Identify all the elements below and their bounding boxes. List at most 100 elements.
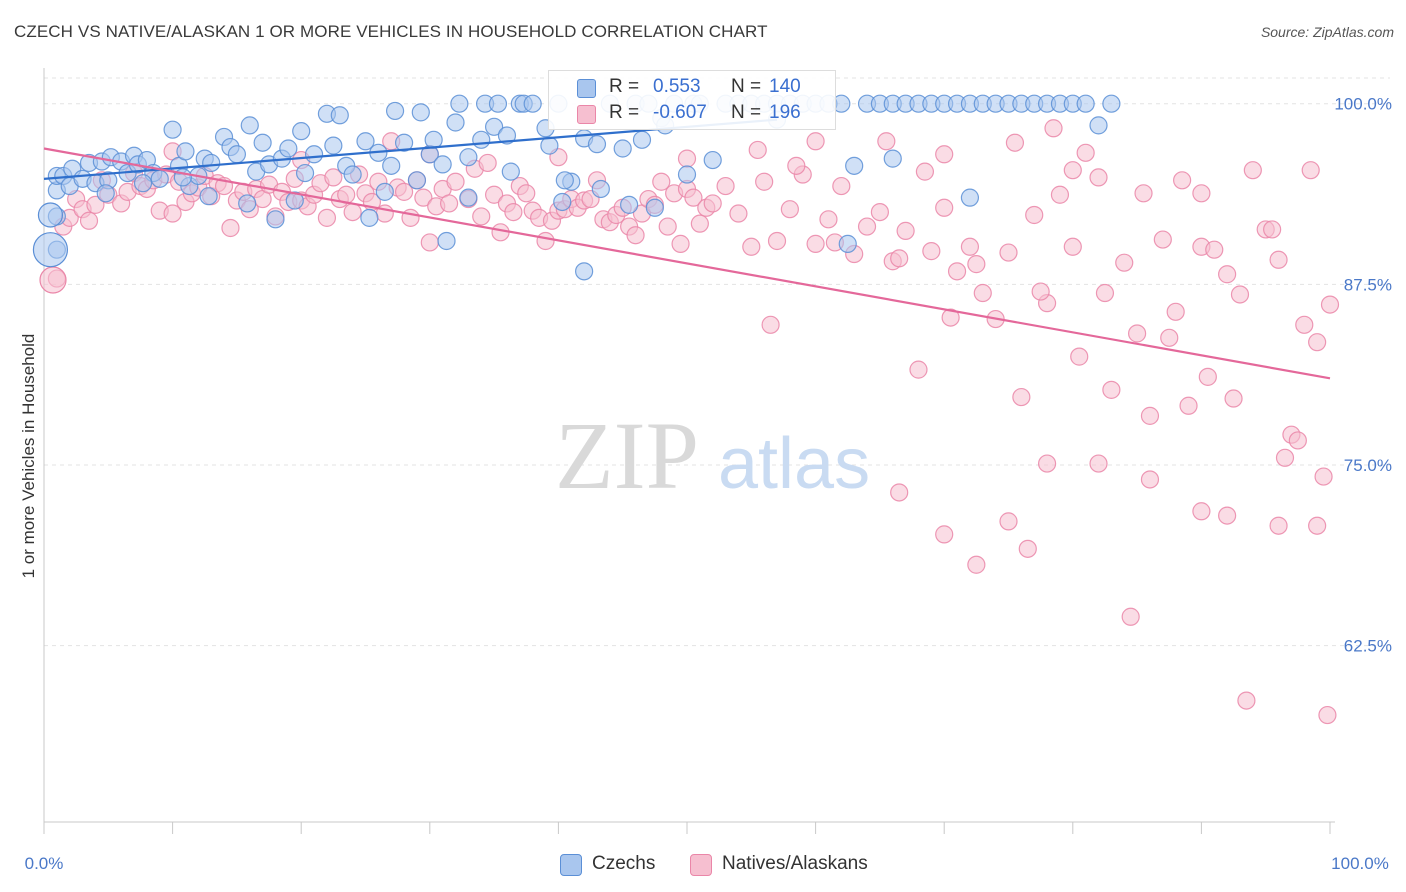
czech-point — [199, 187, 218, 206]
czech-point — [150, 169, 169, 188]
native-point — [163, 204, 182, 223]
czech-point — [330, 106, 349, 125]
native-point — [1320, 295, 1340, 314]
native-point — [832, 176, 851, 196]
native-point — [485, 185, 504, 204]
native-point — [1121, 607, 1140, 626]
native-point — [1192, 502, 1211, 521]
czech-point — [133, 174, 153, 193]
native-point — [806, 234, 825, 253]
native-point — [896, 221, 915, 240]
native-point — [1025, 205, 1044, 225]
native-point — [1314, 467, 1333, 486]
native-point — [877, 132, 896, 151]
czech-point — [304, 145, 324, 164]
czech-point — [446, 113, 465, 132]
czech-point — [360, 208, 379, 227]
czech-point — [613, 139, 632, 158]
czech-point — [285, 191, 304, 210]
native-point — [1218, 506, 1237, 525]
czech-point — [1102, 94, 1121, 113]
x-tick-label-max: 100.0% — [1331, 854, 1389, 873]
chart-title: CZECH VS NATIVE/ALASKAN 1 OR MORE VEHICL… — [14, 22, 768, 41]
native-point — [935, 145, 954, 164]
czech-point — [437, 231, 456, 251]
czech-point — [292, 122, 311, 141]
watermark: ZIP atlas — [555, 402, 870, 509]
correlation-legend: R = 0.553 N = 140 R = -0.607 N = 196 — [548, 70, 836, 130]
czechs-legend-swatch — [560, 854, 582, 876]
native-point — [870, 202, 890, 222]
native-point — [787, 156, 806, 175]
n-label: N = — [731, 102, 762, 123]
native-point — [1269, 250, 1288, 269]
czech-point — [703, 150, 722, 170]
native-point — [999, 512, 1018, 531]
native-point — [1295, 315, 1314, 334]
native-point — [677, 149, 697, 168]
native-point — [1237, 691, 1256, 710]
czech-point — [838, 234, 857, 253]
native-point — [1127, 324, 1147, 343]
czech-point — [587, 135, 607, 154]
czech-point — [163, 120, 182, 139]
czech-point — [540, 136, 559, 155]
native-point — [767, 231, 787, 251]
czech-point — [620, 195, 639, 214]
czech-point — [433, 155, 452, 174]
native-point — [1153, 230, 1172, 249]
czech-point — [1076, 94, 1095, 113]
czech-point — [555, 171, 574, 190]
native-point — [1288, 431, 1307, 450]
czech-point — [459, 188, 478, 207]
native-point — [922, 242, 941, 261]
native-point — [1134, 184, 1153, 203]
native-point — [1198, 367, 1217, 386]
czech-point — [632, 130, 652, 149]
r-value: 0.553 — [653, 76, 701, 97]
czech-point — [407, 171, 427, 190]
native-point — [1089, 168, 1108, 187]
native-point — [86, 195, 105, 214]
czech-point — [485, 117, 504, 136]
native-point — [472, 207, 491, 226]
czech-point — [385, 101, 405, 121]
native-point — [960, 237, 980, 256]
r-label: R = — [609, 76, 640, 97]
native-point — [909, 360, 928, 379]
native-point — [1044, 119, 1063, 138]
czech-point — [575, 262, 594, 281]
native-point — [1115, 253, 1134, 272]
native-point — [915, 162, 935, 181]
native-point — [1166, 302, 1185, 321]
legend-row-natives: R = -0.607 N = 196 — [549, 101, 835, 127]
native-point — [819, 210, 838, 229]
native-point — [1205, 240, 1224, 259]
native-point — [1192, 184, 1211, 203]
native-point — [941, 308, 960, 327]
native-point — [343, 202, 362, 222]
native-point — [317, 208, 337, 227]
native-point — [890, 483, 909, 502]
native-point — [1318, 705, 1337, 725]
y-tick-label: 87.5% — [1344, 275, 1392, 294]
source-label: Source: ZipAtlas.com — [1260, 24, 1394, 40]
native-point — [703, 194, 722, 213]
n-label: N = — [731, 76, 762, 97]
czech-point-large — [32, 232, 69, 268]
r-value: -0.607 — [653, 102, 707, 123]
native-point — [626, 226, 645, 245]
czech-point — [227, 145, 246, 164]
native-point — [729, 204, 748, 223]
native-point — [1089, 454, 1108, 473]
native-point — [79, 211, 99, 230]
native-point — [1076, 143, 1095, 162]
czech-point-large — [37, 202, 64, 228]
native-point — [806, 132, 825, 151]
czech-point — [960, 188, 980, 207]
native-point — [967, 555, 986, 574]
native-point — [414, 188, 433, 207]
czechs-legend-label: Czechs — [592, 853, 656, 874]
czech-point — [96, 184, 115, 203]
